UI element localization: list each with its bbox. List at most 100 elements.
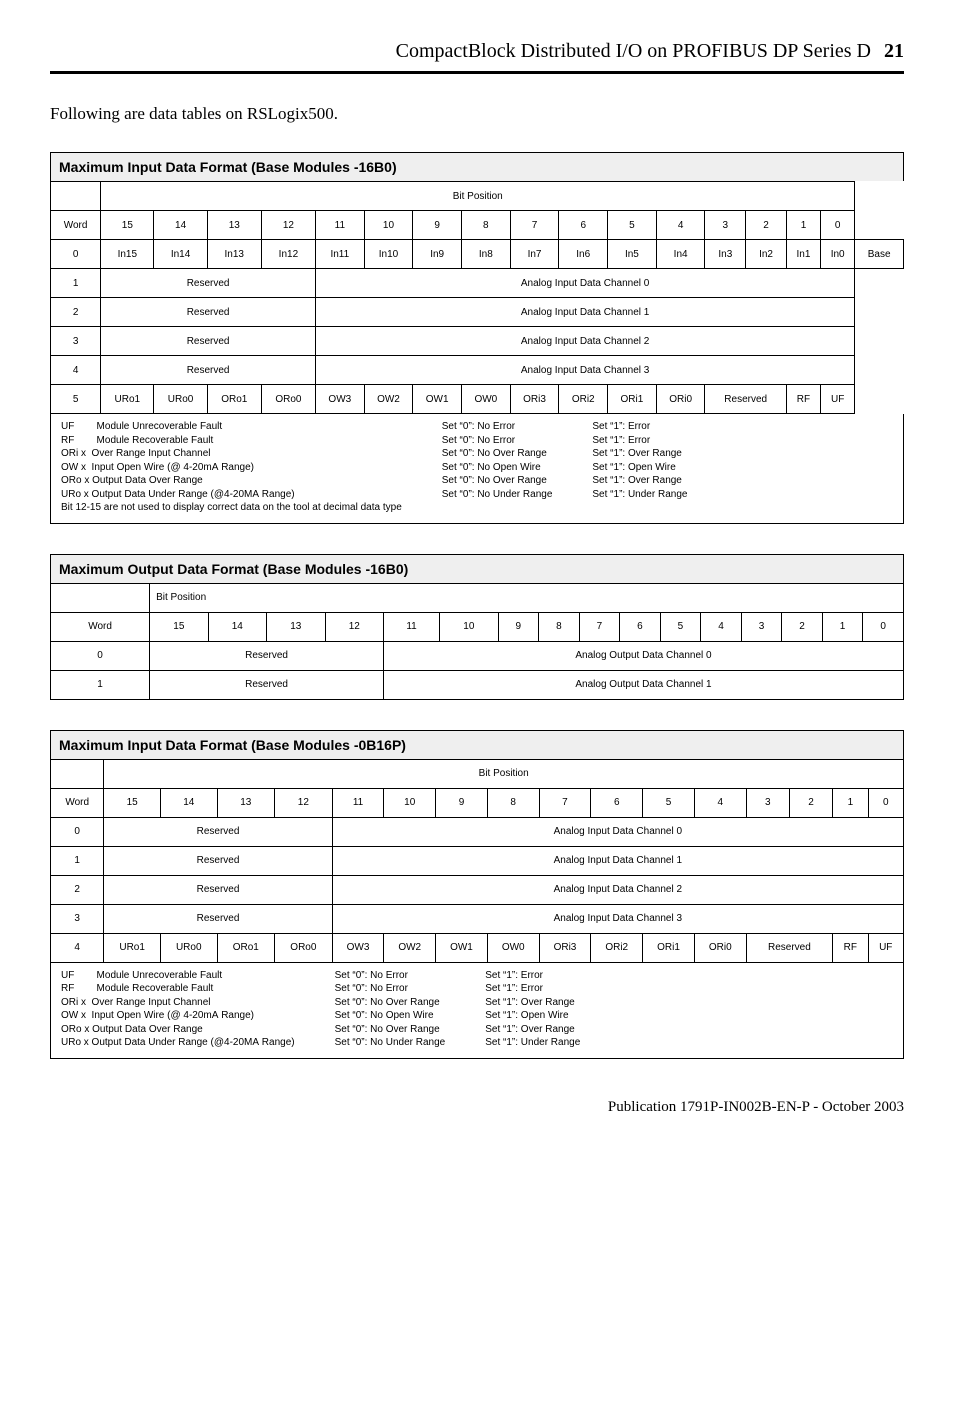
cell: ORi1 [608,385,657,414]
bit: 8 [462,211,511,240]
cell: Reserved [101,356,316,385]
cell: In6 [559,240,608,269]
header-title: CompactBlock Distributed I/O on PROFIBUS… [396,40,871,62]
cell: ORo1 [217,933,275,962]
table-row: 3ReservedAnalog Input Data Channel 2 [51,327,904,356]
table-row: 2ReservedAnalog Input Data Channel 1 [51,298,904,327]
table1-legend: UF Module Unrecoverable FaultRF Module R… [50,414,904,524]
table1-title: Maximum Input Data Format (Base Modules … [50,152,904,181]
word: 1 [51,670,150,699]
cell: URo0 [154,385,207,414]
table1-bitpos-label: Bit Position [101,182,855,211]
cell: Analog Input Data Channel 0 [332,817,903,846]
table3-title: Maximum Input Data Format (Base Modules … [50,730,904,759]
cell: In2 [746,240,787,269]
legend-col2: Set “0”: No ErrorSet “0”: No ErrorSet “0… [335,969,446,1050]
base-label: Base [855,240,904,269]
cell: Reserved [150,641,384,670]
word: 3 [51,904,104,933]
bit: 6 [620,612,661,641]
table2-word-label: Word [51,612,150,641]
table-row: 3ReservedAnalog Input Data Channel 3 [51,904,904,933]
bit: 4 [701,612,742,641]
cell: RF [786,385,820,414]
bit: 12 [261,211,315,240]
cell: Analog Input Data Channel 2 [315,327,854,356]
table2-title: Maximum Output Data Format (Base Modules… [50,554,904,583]
table3-corner [51,759,104,788]
cell: Reserved [101,327,316,356]
table-row: 2ReservedAnalog Input Data Channel 2 [51,875,904,904]
bit: 0 [821,211,855,240]
bit: 5 [660,612,701,641]
cell: OW1 [413,385,462,414]
table2: Bit Position Word 15 14 13 12 11 10 9 8 … [50,583,904,700]
bit: 14 [160,788,217,817]
cell: OW2 [384,933,436,962]
word: 4 [51,933,104,962]
cell: Analog Input Data Channel 2 [332,875,903,904]
cell: RF [833,933,868,962]
bit: 13 [207,211,261,240]
cell: OW3 [315,385,364,414]
table-row: 1ReservedAnalog Input Data Channel 0 [51,269,904,298]
cell: Analog Input Data Channel 1 [315,298,854,327]
bit: 15 [150,612,208,641]
cell: OW2 [364,385,413,414]
bit: 5 [608,211,657,240]
table1-bitpos-row: Bit Position [51,182,904,211]
bit: 14 [208,612,266,641]
table-row: 1ReservedAnalog Input Data Channel 1 [51,846,904,875]
word: 0 [51,240,101,269]
cell: Reserved [101,269,316,298]
bit: 2 [746,211,787,240]
cell: In4 [656,240,705,269]
table1-corner [51,182,101,211]
cell: In12 [261,240,315,269]
cell: Reserved [705,385,786,414]
bit: 11 [383,612,439,641]
table-row: 0ReservedAnalog Output Data Channel 0 [51,641,904,670]
table1-word-label: Word [51,211,101,240]
table3-row4: 4 URo1 URo0 ORo1 ORo0 OW3 OW2 OW1 OW0 OR… [51,933,904,962]
cell: In0 [821,240,855,269]
word: 1 [51,846,104,875]
cell: In9 [413,240,462,269]
bit: 14 [154,211,207,240]
cell: URo1 [101,385,154,414]
cell: OW0 [462,385,511,414]
bit: 13 [217,788,275,817]
bit: 2 [789,788,832,817]
cell: ORi1 [643,933,695,962]
word: 0 [51,817,104,846]
intro-text: Following are data tables on RSLogix500. [50,104,904,124]
cell: OW1 [436,933,488,962]
bit: 2 [782,612,823,641]
word: 1 [51,269,101,298]
bit: 6 [559,211,608,240]
table1-wrap: Maximum Input Data Format (Base Modules … [50,152,904,524]
bit: 1 [833,788,868,817]
cell: ORo0 [261,385,315,414]
bit: 3 [746,788,789,817]
bit: 1 [822,612,863,641]
cell: UF [868,933,903,962]
table1: Bit Position Word 15 14 13 12 11 10 9 8 … [50,181,904,414]
table3-header-row: Word 15 14 13 12 11 10 9 8 7 6 5 4 3 2 1… [51,788,904,817]
table1-header-row: Word 15 14 13 12 11 10 9 8 7 6 5 4 3 2 1… [51,211,904,240]
cell: Analog Input Data Channel 0 [315,269,854,298]
cell: ORi0 [656,385,705,414]
table3-bitpos-label: Bit Position [104,759,904,788]
bit: 8 [539,612,580,641]
cell: ORi0 [694,933,746,962]
bit: 4 [694,788,746,817]
cell: Analog Output Data Channel 0 [383,641,903,670]
bit: 0 [868,788,903,817]
footer: Publication 1791P-IN002B-EN-P - October … [50,1099,904,1116]
cell: Analog Input Data Channel 3 [332,904,903,933]
bit: 12 [325,612,383,641]
legend-col3: Set “1”: ErrorSet “1”: ErrorSet “1”: Ove… [592,420,687,515]
cell: In15 [101,240,154,269]
cell: In3 [705,240,746,269]
cell: ORi3 [539,933,591,962]
